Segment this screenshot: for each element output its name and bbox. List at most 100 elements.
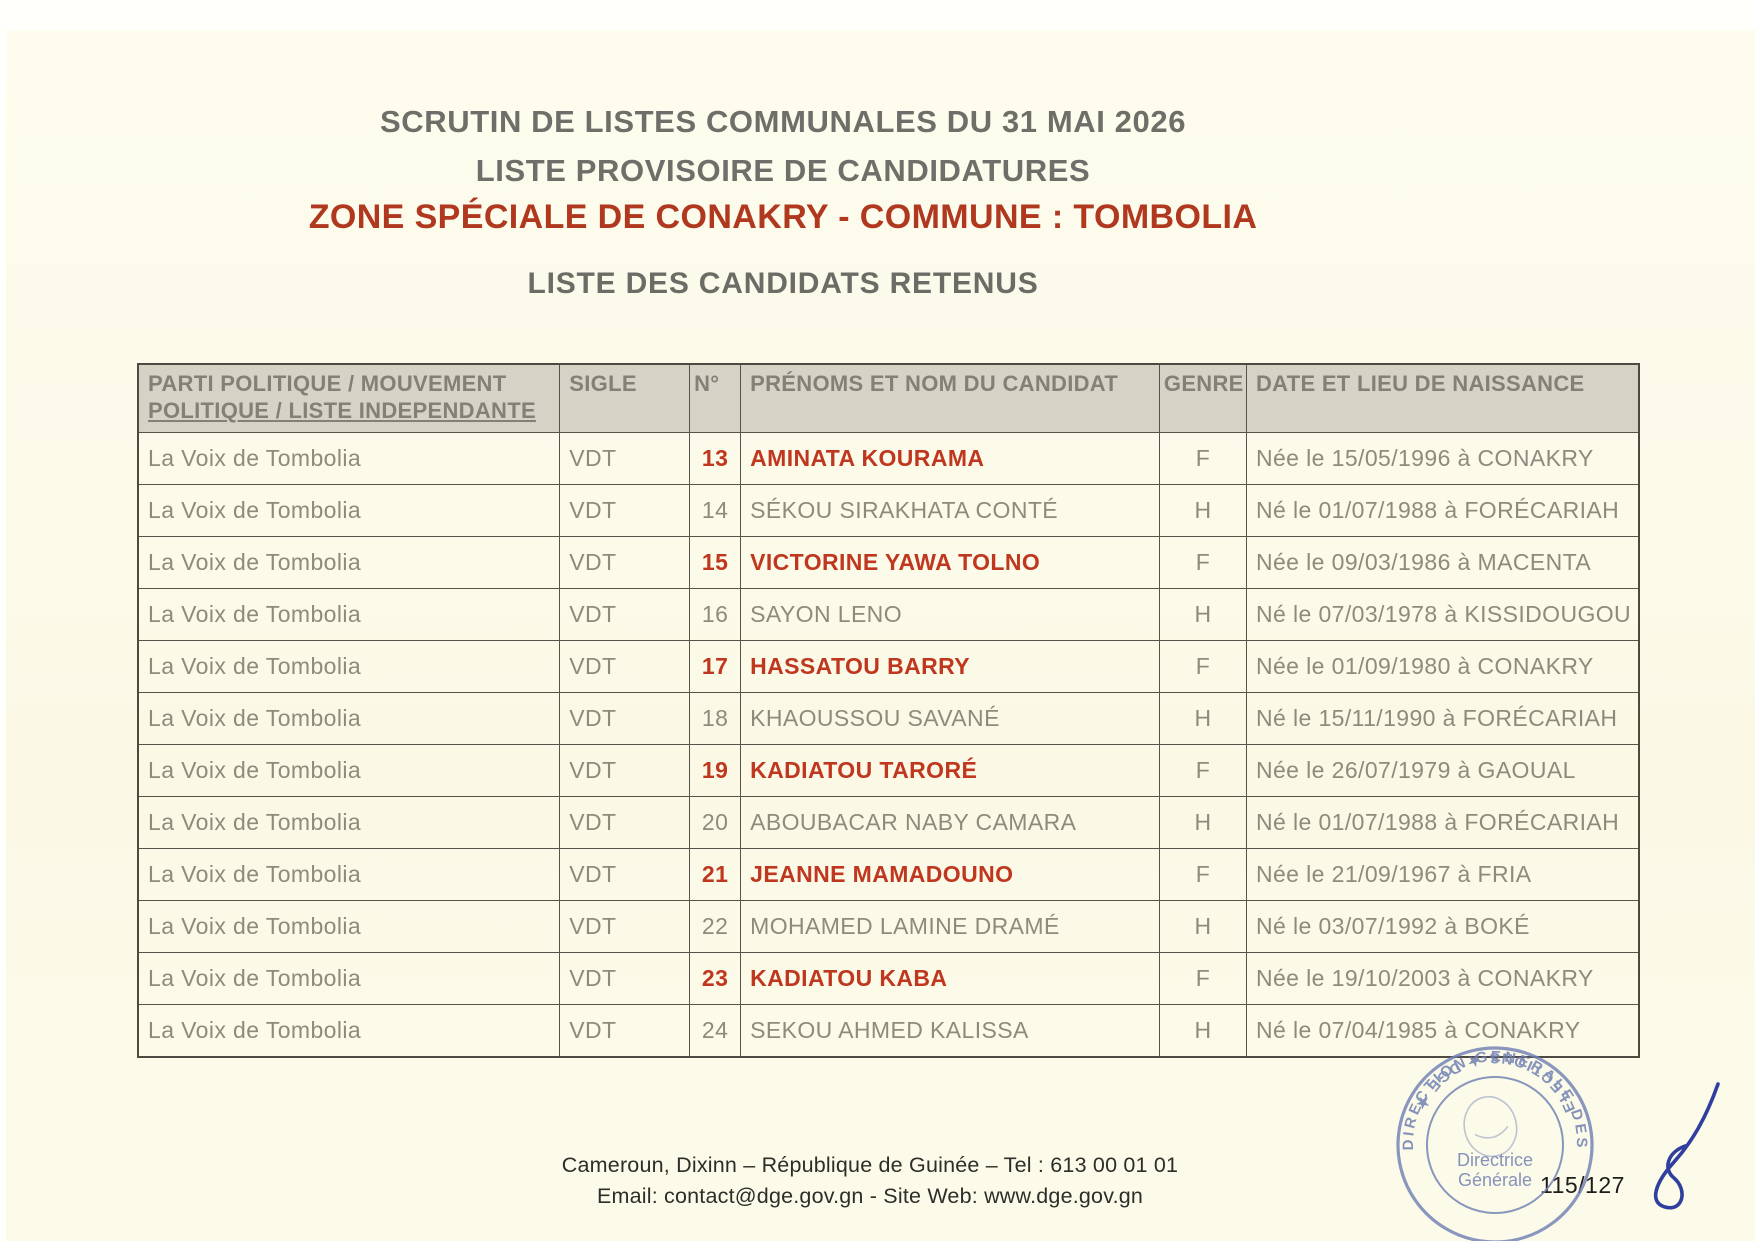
col-header-parti-line2: POLITIQUE / LISTE INDEPENDANTE: [148, 398, 536, 423]
candidate-birth-cell: Né le 07/03/1978 à KISSIDOUGOU: [1245, 588, 1640, 641]
candidate-birth-cell: Née le 26/07/1979 à GAOUAL: [1245, 744, 1640, 797]
svg-text:ELECTIONS ★ DGE ★: ELECTIONS ★ DGE ★: [1411, 1049, 1579, 1115]
candidate-name-cell: AMINATA KOURAMA: [740, 432, 1160, 485]
candidate-gender-cell: F: [1158, 952, 1247, 1005]
candidate-row: La Voix de Tombolia VDT 16 SAYON LENO H …: [137, 588, 1640, 641]
candidate-name-cell: SEKOU AHMED KALISSA: [740, 1004, 1160, 1057]
party-sigle-cell: VDT: [559, 588, 691, 641]
candidate-number-cell: 16: [689, 588, 742, 641]
candidate-number-cell: 18: [689, 692, 742, 745]
candidate-birth-cell: Née le 15/05/1996 à CONAKRY: [1245, 432, 1640, 485]
col-header-num: N°: [689, 363, 742, 433]
party-name-cell: La Voix de Tombolia: [137, 640, 561, 693]
candidate-number-cell: 21: [689, 848, 742, 901]
candidate-number-cell: 22: [689, 900, 742, 953]
candidate-name-cell: HASSATOU BARRY: [740, 640, 1160, 693]
candidate-row: La Voix de Tombolia VDT 18 KHAOUSSOU SAV…: [137, 692, 1640, 745]
title-liste-provisoire: LISTE PROVISOIRE DE CANDIDATURES: [475, 153, 1091, 188]
title-candidats-retenus: LISTE DES CANDIDATS RETENUS: [527, 267, 1039, 300]
candidate-name-cell: VICTORINE YAWA TOLNO: [740, 536, 1160, 589]
party-sigle-cell: VDT: [559, 432, 691, 485]
candidate-gender-cell: H: [1158, 484, 1247, 537]
candidate-row: La Voix de Tombolia VDT 17 HASSATOU BARR…: [137, 640, 1640, 693]
candidate-row: La Voix de Tombolia VDT 13 AMINATA KOURA…: [137, 432, 1640, 485]
stamp-arc-bottom-text: ELECTIONS ★ DGE ★: [1411, 1049, 1576, 1115]
candidate-number-cell: 20: [689, 796, 742, 849]
stamp-center-line1: Directrice: [1457, 1150, 1533, 1170]
party-sigle-cell: VDT: [559, 744, 691, 797]
candidate-name-cell: SÉKOU SIRAKHATA CONTÉ: [740, 484, 1160, 537]
candidate-row: La Voix de Tombolia VDT 22 MOHAMED LAMIN…: [137, 900, 1640, 953]
candidate-birth-cell: Né le 15/11/1990 à FORÉCARIAH: [1245, 692, 1640, 745]
party-name-cell: La Voix de Tombolia: [137, 952, 561, 1005]
candidate-number-cell: 15: [689, 536, 742, 589]
candidate-gender-cell: H: [1158, 1004, 1247, 1057]
party-sigle-cell: VDT: [559, 952, 691, 1005]
party-name-cell: La Voix de Tombolia: [137, 692, 561, 745]
candidate-number-cell: 23: [689, 952, 742, 1005]
candidate-number-cell: 19: [689, 744, 742, 797]
party-name-cell: La Voix de Tombolia: [137, 900, 561, 953]
signature-icon: [1653, 1082, 1720, 1210]
candidate-gender-cell: F: [1158, 744, 1247, 797]
col-header-birth: DATE ET LIEU DE NAISSANCE: [1245, 363, 1640, 433]
candidate-birth-cell: Né le 07/04/1985 à CONAKRY: [1245, 1004, 1640, 1057]
candidate-row: La Voix de Tombolia VDT 23 KADIATOU KABA…: [137, 952, 1640, 1005]
party-name-cell: La Voix de Tombolia: [137, 484, 561, 537]
party-sigle-cell: VDT: [559, 692, 691, 745]
candidate-gender-cell: H: [1158, 588, 1247, 641]
candidate-name-cell: ABOUBACAR NABY CAMARA: [740, 796, 1160, 849]
candidate-gender-cell: F: [1158, 848, 1247, 901]
party-name-cell: La Voix de Tombolia: [137, 796, 561, 849]
official-stamp-icon: DIRECTION GENERALE DES ELECTIONS ★ DGE ★…: [1396, 1046, 1594, 1241]
party-sigle-cell: VDT: [559, 900, 691, 953]
candidate-birth-cell: Née le 21/09/1967 à FRIA: [1245, 848, 1640, 901]
candidate-number-cell: 13: [689, 432, 742, 485]
candidate-number-cell: 14: [689, 484, 742, 537]
candidate-birth-cell: Né le 03/07/1992 à BOKÉ: [1245, 900, 1640, 953]
candidate-row: La Voix de Tombolia VDT 20 ABOUBACAR NAB…: [137, 796, 1640, 849]
candidate-name-cell: KADIATOU KABA: [740, 952, 1160, 1005]
candidate-birth-cell: Né le 01/07/1988 à FORÉCARIAH: [1245, 484, 1640, 537]
party-name-cell: La Voix de Tombolia: [137, 744, 561, 797]
candidate-gender-cell: H: [1158, 900, 1247, 953]
col-header-name: PRÉNOMS ET NOM DU CANDIDAT: [740, 363, 1160, 433]
party-name-cell: La Voix de Tombolia: [137, 1004, 561, 1057]
candidate-gender-cell: H: [1158, 796, 1247, 849]
candidate-name-cell: JEANNE MAMADOUNO: [740, 848, 1160, 901]
document-header: SCRUTIN DE LISTES COMMUNALES DU 31 MAI 2…: [0, 104, 1566, 301]
party-sigle-cell: VDT: [559, 1004, 691, 1057]
candidate-gender-cell: F: [1158, 640, 1247, 693]
candidate-gender-cell: F: [1158, 536, 1247, 589]
party-sigle-cell: VDT: [559, 796, 691, 849]
party-name-cell: La Voix de Tombolia: [137, 432, 561, 485]
candidate-gender-cell: F: [1158, 432, 1247, 485]
candidate-row: La Voix de Tombolia VDT 14 SÉKOU SIRAKHA…: [137, 484, 1640, 537]
stamp-center-line2: Générale: [1458, 1170, 1532, 1190]
candidate-row: La Voix de Tombolia VDT 24 SEKOU AHMED K…: [137, 1004, 1640, 1057]
candidate-name-cell: KHAOUSSOU SAVANÉ: [740, 692, 1160, 745]
candidate-row: La Voix de Tombolia VDT 19 KADIATOU TARO…: [137, 744, 1640, 797]
col-header-sigle: SIGLE: [559, 363, 691, 433]
col-header-genre: GENRE: [1158, 363, 1247, 433]
candidate-row: La Voix de Tombolia VDT 21 JEANNE MAMADO…: [137, 848, 1640, 901]
title-scrutin: SCRUTIN DE LISTES COMMUNALES DU 31 MAI 2…: [379, 104, 1187, 139]
candidate-birth-cell: Né le 01/07/1988 à FORÉCARIAH: [1245, 796, 1640, 849]
candidate-name-cell: MOHAMED LAMINE DRAMÉ: [740, 900, 1160, 953]
candidate-birth-cell: Née le 19/10/2003 à CONAKRY: [1245, 952, 1640, 1005]
candidate-name-cell: SAYON LENO: [740, 588, 1160, 641]
candidate-name-cell: KADIATOU TARORÉ: [740, 744, 1160, 797]
party-sigle-cell: VDT: [559, 848, 691, 901]
candidates-table: PARTI POLITIQUE / MOUVEMENT POLITIQUE / …: [137, 363, 1640, 1058]
party-sigle-cell: VDT: [559, 640, 691, 693]
candidate-row: La Voix de Tombolia VDT 15 VICTORINE YAW…: [137, 536, 1640, 589]
candidate-gender-cell: H: [1158, 692, 1247, 745]
title-zone-commune: ZONE SPÉCIALE DE CONAKRY - COMMUNE : TOM…: [308, 198, 1258, 236]
footer-contact-line: Email: contact@dge.gov.gn - Site Web: ww…: [596, 1184, 1144, 1208]
candidate-birth-cell: Née le 09/03/1986 à MACENTA: [1245, 536, 1640, 589]
candidate-number-cell: 17: [689, 640, 742, 693]
candidate-number-cell: 24: [689, 1004, 742, 1057]
party-name-cell: La Voix de Tombolia: [137, 848, 561, 901]
col-header-parti-line1: PARTI POLITIQUE / MOUVEMENT: [148, 371, 507, 396]
